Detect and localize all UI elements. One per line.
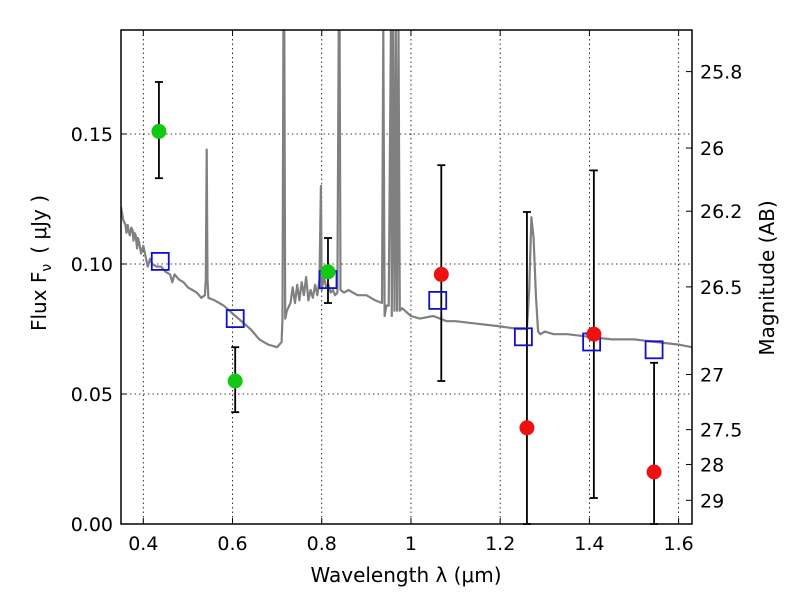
mag-tick-label: 27.5 [700,420,742,442]
error-bars [154,81,659,525]
observed-flux-point [151,123,167,139]
x-tick-label: 0.4 [128,533,158,555]
right-axis-title: Magnitude (AB) [755,200,779,355]
model-magnitude-square [225,309,245,329]
model-spectrum-line [121,30,692,349]
mag-tick-label: 29 [700,490,724,512]
model-spectrum [121,30,692,349]
observed-flux-point [586,326,602,342]
observed-flux-point [433,266,449,282]
x-tick-label: 0.8 [307,533,337,555]
mag-tick-label: 26.5 [700,277,742,299]
mag-tick-label: 27 [700,365,724,387]
axis-ticks: 0.4 0.6 0.8 1 1.2 1.4 1.6 0.00 0.05 0.10 0.15 25.8 2… [71,30,742,555]
mag-tick-label: 26.2 [700,201,742,223]
x-axis-title: Wavelength λ (μm) [310,563,501,587]
x-tick-label: 1 [405,533,417,555]
y-tick-label: 0.10 [71,254,113,276]
y-tick-label: 0.00 [71,514,113,536]
mag-tick-label: 26 [700,138,724,160]
data-markers [150,123,664,480]
plot-frame [120,29,693,525]
model-magnitude-square [644,340,664,360]
y-axis-title: Flux Fν ( μJy ) [27,195,55,331]
model-magnitude-square [428,290,448,310]
y-tick-label: 0.15 [71,124,113,146]
x-tick-label: 1.4 [574,533,604,555]
y-tick-label: 0.05 [71,384,113,406]
y-axis-title-main: Flux F [27,272,51,331]
y-axis-title-subscript: ν [39,264,55,272]
mag-tick-label: 25.8 [700,62,742,84]
y-axis-title-unit: ( μJy ) [27,195,51,254]
x-tick-label: 1.2 [485,533,515,555]
observed-flux-point [227,373,243,389]
model-magnitude-square [150,251,170,271]
y-axis-title-group: Flux Fν ( μJy ) [27,195,55,331]
observed-flux-point [646,464,662,480]
observed-flux-point [519,420,535,436]
x-tick-label: 1.6 [664,533,694,555]
model-magnitude-square [513,327,533,347]
mag-tick-label: 28 [700,454,724,476]
observed-flux-point [320,264,336,280]
x-tick-label: 0.6 [217,533,247,555]
